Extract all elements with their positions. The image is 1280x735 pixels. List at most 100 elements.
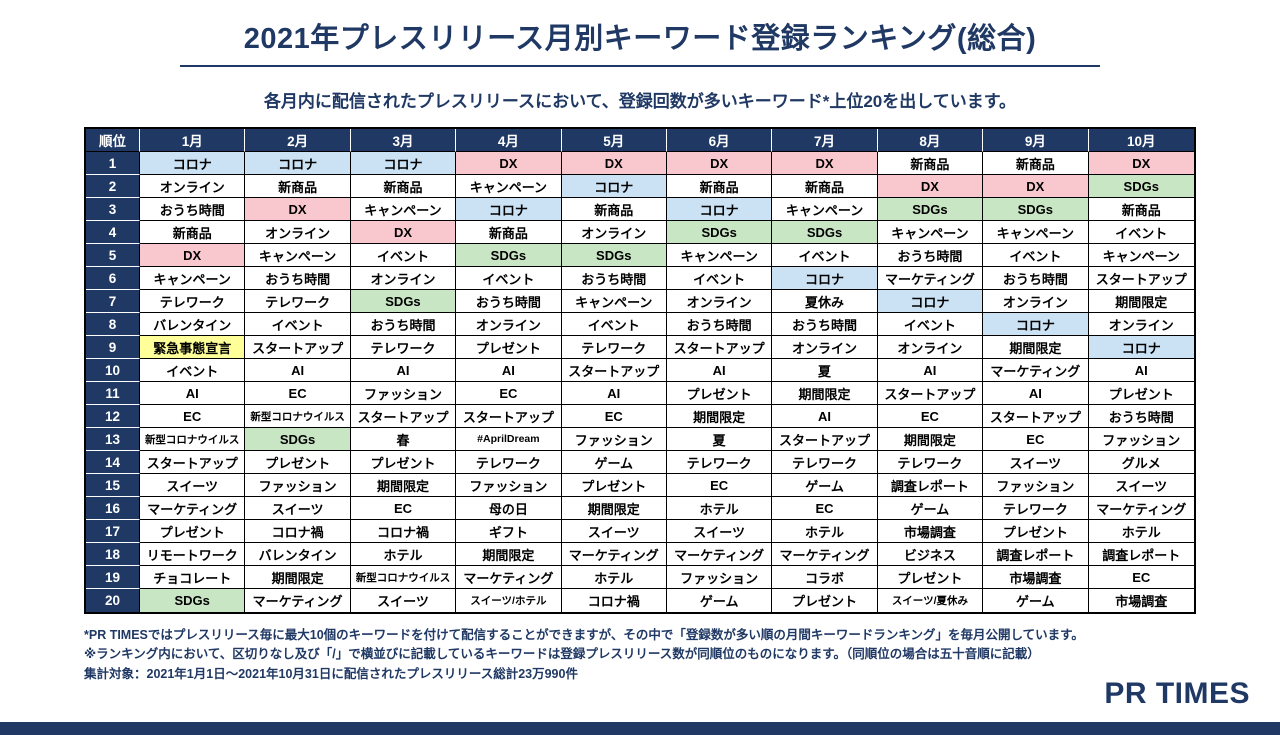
keyword-cell: マーケティング bbox=[245, 589, 351, 612]
keyword-cell: コロナ bbox=[245, 152, 351, 175]
keyword-cell: スタートアップ bbox=[140, 451, 246, 474]
rank-cell: 14 bbox=[86, 451, 140, 474]
infographic-page: 2021年プレスリリース月別キーワード登録ランキング(総合) 各月内に配信された… bbox=[0, 15, 1280, 735]
keyword-cell: SDGs bbox=[350, 290, 457, 313]
keyword-cell: マーケティング bbox=[456, 566, 562, 589]
keyword-cell: プレゼント bbox=[772, 589, 878, 612]
keyword-cell: コロナ bbox=[456, 198, 562, 221]
rank-cell: 2 bbox=[86, 175, 140, 198]
table-header-row: 順位 1月 2月 3月 4月 5月 6月 7月 8月 9月 10月 bbox=[86, 129, 1194, 152]
keyword-cell: DX bbox=[245, 198, 351, 221]
keyword-cell: プレゼント bbox=[456, 336, 562, 359]
table-row-rank-5: 5 DX キャンペーン イベント SDGs SDGs キャンペーン イベント おうち時間 イベント… bbox=[86, 244, 1194, 267]
keyword-cell: イベント bbox=[772, 244, 878, 267]
keyword-cell: ゲーム bbox=[983, 589, 1089, 612]
keyword-cell: SDGs bbox=[561, 244, 667, 267]
keyword-cell: スイーツ/夏休み bbox=[877, 589, 984, 612]
keyword-cell: テレワーク bbox=[877, 451, 984, 474]
rank-cell: 9 bbox=[86, 336, 140, 359]
page-title: 2021年プレスリリース月別キーワード登録ランキング(総合) bbox=[243, 23, 1037, 55]
keyword-cell: 春 bbox=[350, 428, 457, 451]
keyword-cell: 新型コロナウイルス bbox=[245, 405, 351, 428]
keyword-cell: スイーツ bbox=[245, 497, 351, 520]
keyword-cell: 期間限定 bbox=[877, 428, 984, 451]
rank-cell: 5 bbox=[86, 244, 140, 267]
keyword-cell: 新商品 bbox=[561, 198, 667, 221]
keyword-cell: キャンペーン bbox=[983, 221, 1089, 244]
keyword-cell: イベント bbox=[666, 267, 773, 290]
keyword-cell: DX bbox=[1088, 152, 1194, 175]
keyword-cell: コロナ bbox=[561, 175, 667, 198]
keyword-cell: ファッション bbox=[1088, 428, 1194, 451]
month-header-6: 6月 bbox=[666, 129, 773, 152]
keyword-cell: テレワーク bbox=[561, 336, 667, 359]
keyword-cell: プレゼント bbox=[877, 566, 984, 589]
keyword-cell: 新型コロナウイルス bbox=[140, 428, 246, 451]
keyword-cell: コロナ bbox=[140, 152, 246, 175]
footnotes: *PR TIMESではプレスリリース毎に最大10個のキーワードを付けて配信するこ… bbox=[84, 626, 1164, 684]
rank-cell: 11 bbox=[86, 382, 140, 405]
keyword-cell: EC bbox=[1088, 566, 1194, 589]
keyword-cell: オンライン bbox=[772, 336, 878, 359]
keyword-cell: スイーツ bbox=[1088, 474, 1194, 497]
keyword-cell: マーケティング bbox=[983, 359, 1089, 382]
keyword-cell: テレワーク bbox=[666, 451, 773, 474]
month-header-2: 2月 bbox=[245, 129, 351, 152]
table-row-rank-8: 8 バレンタイン イベント おうち時間 オンライン イベント おうち時間 おうち時間 イベントコ… bbox=[86, 313, 1194, 336]
keyword-cell: キャンペーン bbox=[140, 267, 246, 290]
keyword-cell: オンライン bbox=[245, 221, 351, 244]
month-header-5: 5月 bbox=[561, 129, 667, 152]
keyword-cell: スイーツ/ホテル bbox=[456, 589, 562, 612]
keyword-cell: 期間限定 bbox=[666, 405, 773, 428]
rank-cell: 16 bbox=[86, 497, 140, 520]
keyword-cell: 母の日 bbox=[456, 497, 562, 520]
keyword-cell: オンライン bbox=[140, 175, 246, 198]
keyword-cell: スタートアップ bbox=[245, 336, 351, 359]
keyword-cell: スタートアップ bbox=[456, 405, 562, 428]
footnote-line-3: 集計対象：2021年1月1日～2021年10月31日に配信されたプレスリリース総… bbox=[84, 666, 578, 681]
keyword-cell: プレゼント bbox=[245, 451, 351, 474]
rank-cell: 15 bbox=[86, 474, 140, 497]
rank-cell: 7 bbox=[86, 290, 140, 313]
keyword-cell: スイーツ bbox=[350, 589, 457, 612]
keyword-cell: テレワーク bbox=[140, 290, 246, 313]
keyword-cell: AI bbox=[350, 359, 457, 382]
keyword-cell: 新商品 bbox=[877, 152, 984, 175]
keyword-cell: 夏 bbox=[772, 359, 878, 382]
keyword-cell: ゲーム bbox=[561, 451, 667, 474]
keyword-cell: ホテル bbox=[350, 543, 457, 566]
keyword-cell: ホテル bbox=[1088, 520, 1194, 543]
keyword-cell: 市場調査 bbox=[983, 566, 1089, 589]
keyword-cell: EC bbox=[350, 497, 457, 520]
keyword-cell: キャンペーン bbox=[877, 221, 984, 244]
keyword-cell: コロナ bbox=[772, 267, 878, 290]
table-row-rank-7: 7 テレワーク テレワーク SDGs おうち時間 キャンペーン オンライン 夏休み コロナ オンラ… bbox=[86, 290, 1194, 313]
keyword-cell: キャンペーン bbox=[666, 244, 773, 267]
keyword-cell: イベント bbox=[245, 313, 351, 336]
table-row-rank-10: 10 イベント AI AI AI スタートアップ AI 夏 AI マーケティング AI bbox=[86, 359, 1194, 382]
month-header-9: 9月 bbox=[983, 129, 1089, 152]
keyword-cell: コロナ bbox=[877, 290, 984, 313]
keyword-cell: コロナ禍 bbox=[561, 589, 667, 612]
keyword-cell: ファッション bbox=[350, 382, 457, 405]
keyword-cell: 期間限定 bbox=[1088, 290, 1194, 313]
keyword-cell: グルメ bbox=[1088, 451, 1194, 474]
keyword-cell: DX bbox=[666, 152, 773, 175]
keyword-cell: イベント bbox=[983, 244, 1089, 267]
keyword-cell: テレワーク bbox=[456, 451, 562, 474]
keyword-cell: AI bbox=[1088, 359, 1194, 382]
rank-cell: 12 bbox=[86, 405, 140, 428]
month-header-3: 3月 bbox=[350, 129, 457, 152]
table-row-rank-2: 2 オンライン 新商品 新商品 キャンペーン コロナ 新商品 新商品 DX DX SDGs bbox=[86, 175, 1194, 198]
keyword-cell: AI bbox=[456, 359, 562, 382]
keyword-cell: オンライン bbox=[561, 221, 667, 244]
rank-cell: 19 bbox=[86, 566, 140, 589]
keyword-cell: SDGs bbox=[772, 221, 878, 244]
keyword-cell: スイーツ bbox=[140, 474, 246, 497]
keyword-cell: スタートアップ bbox=[877, 382, 984, 405]
keyword-cell: キャンペーン bbox=[772, 198, 878, 221]
rank-column-header: 順位 bbox=[86, 129, 140, 152]
month-header-10: 10月 bbox=[1088, 129, 1194, 152]
keyword-cell: マーケティング bbox=[772, 543, 878, 566]
bottom-bar bbox=[0, 722, 1280, 735]
